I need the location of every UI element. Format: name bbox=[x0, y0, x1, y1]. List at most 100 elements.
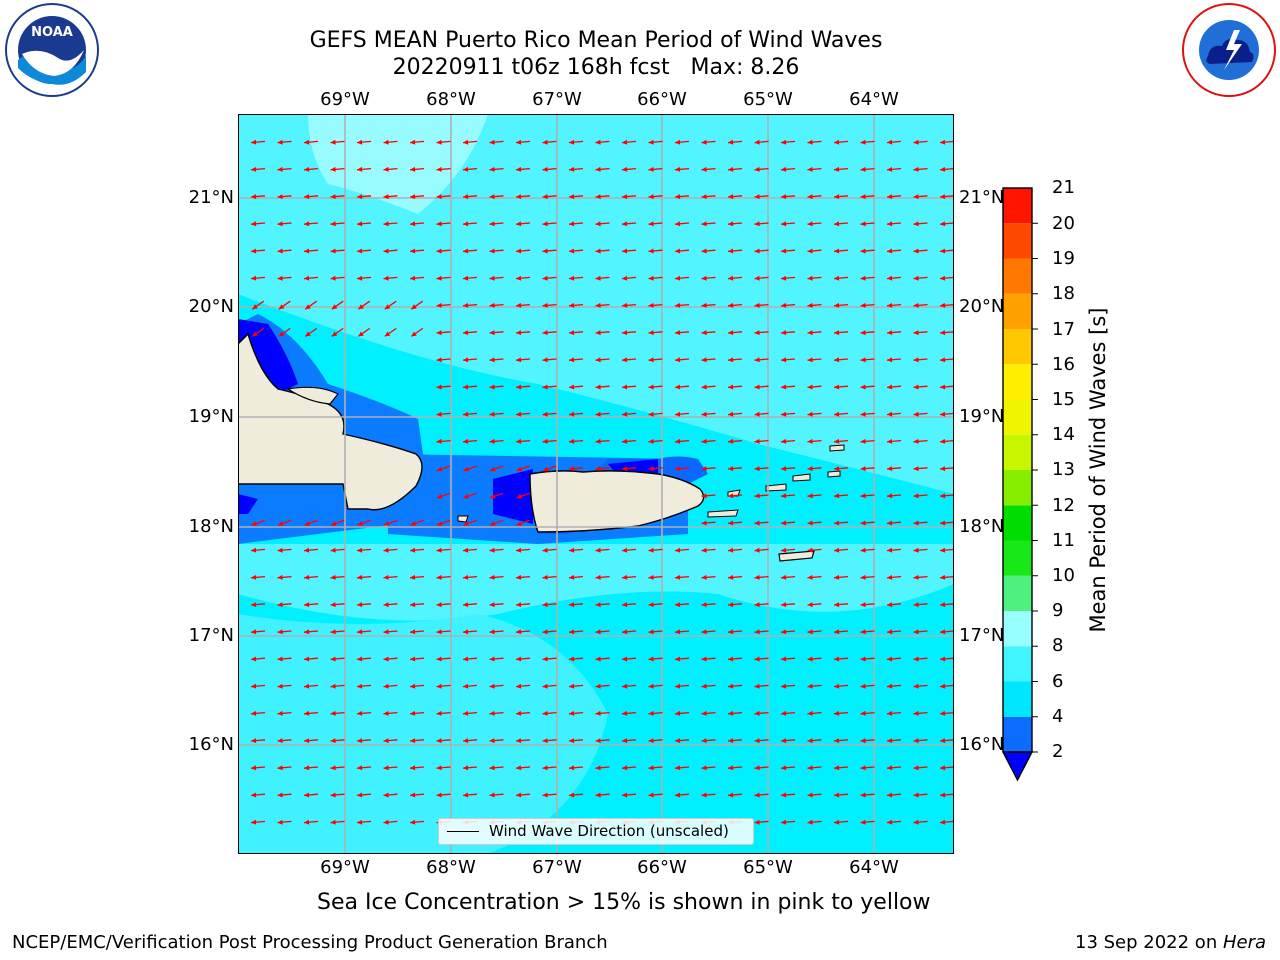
wave-arrow-head bbox=[860, 547, 866, 553]
wave-arrow-head bbox=[940, 166, 946, 172]
wave-arrow-head bbox=[516, 466, 522, 472]
wave-arrow-head bbox=[330, 792, 336, 798]
lat-label-left: 18°N bbox=[188, 516, 234, 537]
wave-arrow-head bbox=[913, 819, 919, 825]
wave-arrow-head bbox=[277, 629, 283, 635]
wave-arrow-head bbox=[463, 357, 469, 363]
wave-arrow-head bbox=[940, 411, 946, 417]
land-puerto-rico bbox=[529, 470, 705, 533]
wave-period-map bbox=[238, 114, 954, 854]
wave-arrow-head bbox=[330, 194, 336, 200]
wave-arrow-head bbox=[463, 683, 469, 689]
wave-arrow-head bbox=[887, 520, 893, 526]
wave-arrow-head bbox=[277, 275, 283, 281]
colorbar-tick: 17 bbox=[1052, 319, 1075, 340]
wave-arrow-head bbox=[622, 330, 628, 336]
wave-arrow-head bbox=[463, 547, 469, 553]
wave-arrow-head bbox=[622, 602, 628, 608]
wave-arrow-head bbox=[648, 602, 654, 608]
wave-arrow-head bbox=[701, 656, 707, 662]
wave-arrow-head bbox=[675, 248, 681, 254]
wave-arrow-head bbox=[569, 384, 575, 390]
wave-arrow-head bbox=[569, 248, 575, 254]
wave-arrow-head bbox=[701, 302, 707, 308]
colorbar-label: Mean Period of Wind Waves [s] bbox=[1086, 307, 1110, 633]
wave-arrow-head bbox=[542, 248, 548, 254]
wave-arrow-head bbox=[648, 221, 654, 227]
wave-arrow-head bbox=[913, 602, 919, 608]
wave-arrow-head bbox=[913, 493, 919, 499]
wave-arrow-head bbox=[834, 221, 840, 227]
colorbar-swatch bbox=[1003, 505, 1032, 541]
wave-arrow-head bbox=[436, 574, 442, 580]
colorbar-tick: 12 bbox=[1052, 495, 1075, 516]
wave-arrow-head bbox=[569, 411, 575, 417]
wave-arrow-head bbox=[675, 683, 681, 689]
wave-arrow-head bbox=[807, 574, 813, 580]
wave-arrow-head bbox=[463, 194, 469, 200]
wave-arrow-head bbox=[595, 194, 601, 200]
wave-arrow-head bbox=[913, 221, 919, 227]
wave-arrow-head bbox=[622, 248, 628, 254]
wave-arrow-head bbox=[383, 819, 389, 825]
wave-arrow-head bbox=[807, 194, 813, 200]
wave-arrow-head bbox=[489, 466, 496, 472]
wave-arrow-head bbox=[781, 602, 787, 608]
wave-arrow-head bbox=[358, 304, 364, 310]
wave-arrow-head bbox=[834, 357, 840, 363]
colorbar-tick: 10 bbox=[1052, 565, 1075, 586]
wave-arrow-head bbox=[807, 656, 813, 662]
colorbar-tick: 6 bbox=[1052, 671, 1064, 692]
wave-arrow-head bbox=[516, 302, 522, 308]
wave-arrow-head bbox=[542, 302, 548, 308]
wave-arrow-head bbox=[622, 302, 628, 308]
wave-arrow-head bbox=[383, 547, 389, 553]
wave-arrow-head bbox=[569, 194, 575, 200]
wave-arrow-head bbox=[728, 194, 734, 200]
wave-arrow-head bbox=[277, 683, 283, 689]
wave-arrow-head bbox=[834, 248, 840, 254]
lat-label-left: 19°N bbox=[188, 406, 234, 427]
wave-arrow-head bbox=[940, 248, 946, 254]
wave-arrow-head bbox=[807, 330, 813, 336]
wave-arrow-head bbox=[701, 466, 707, 472]
wave-arrow-head bbox=[595, 221, 601, 227]
wave-arrow-head bbox=[516, 738, 522, 744]
wave-arrow-head bbox=[357, 656, 363, 662]
wave-arrow-head bbox=[436, 411, 442, 417]
wave-arrow-head bbox=[728, 629, 734, 635]
wave-arrow-head bbox=[622, 221, 628, 227]
wave-arrow-head bbox=[754, 357, 760, 363]
wave-arrow-head bbox=[807, 411, 813, 417]
wave-arrow-head bbox=[304, 738, 310, 744]
lat-label-right: 17°N bbox=[959, 625, 1005, 646]
graticule bbox=[238, 114, 954, 854]
colorbar-swatch bbox=[1003, 611, 1032, 647]
wave-arrow-head bbox=[701, 166, 707, 172]
wave-arrow-head bbox=[701, 248, 707, 254]
land-vieques bbox=[707, 509, 739, 518]
wave-arrow-head bbox=[860, 656, 866, 662]
wave-arrow-head bbox=[622, 438, 628, 444]
wave-arrow-head bbox=[781, 248, 787, 254]
wave-arrow-head bbox=[277, 166, 283, 172]
wave-arrow-head bbox=[807, 547, 813, 553]
wave-arrow-head bbox=[781, 547, 787, 553]
wave-arrow-head bbox=[887, 493, 893, 499]
wave-arrow-head bbox=[940, 520, 946, 526]
colorbar-tick: 14 bbox=[1052, 424, 1075, 445]
wave-arrow-head bbox=[410, 574, 416, 580]
wave-arrow-head bbox=[913, 438, 919, 444]
wave-arrow-head bbox=[595, 357, 601, 363]
wave-arrow-head bbox=[463, 710, 469, 716]
wave-arrow-head bbox=[383, 194, 389, 200]
wave-arrow-head bbox=[887, 357, 893, 363]
wave-arrow-head bbox=[330, 602, 336, 608]
wave-arrow-head bbox=[622, 683, 628, 689]
wave-arrow-head bbox=[860, 765, 866, 771]
wave-arrow-head bbox=[675, 384, 681, 390]
wave-arrow-head bbox=[781, 656, 787, 662]
colorbar-swatches bbox=[1003, 188, 1038, 753]
wave-arrow-head bbox=[913, 738, 919, 744]
wave-arrow-head bbox=[807, 819, 813, 825]
